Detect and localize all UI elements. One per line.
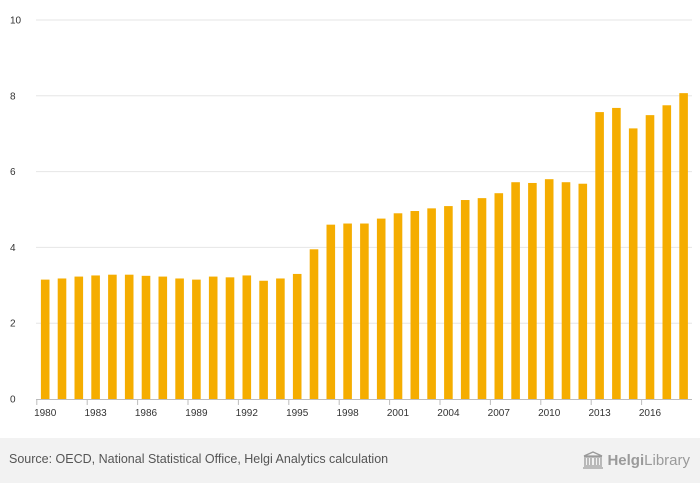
x-tick-label: 2001 bbox=[387, 408, 410, 419]
bar-2004 bbox=[444, 206, 453, 399]
bar-2012 bbox=[578, 183, 588, 399]
bar-1986 bbox=[141, 275, 151, 399]
bar-1985 bbox=[124, 274, 134, 399]
bar-2017 bbox=[662, 105, 672, 400]
bar-1982 bbox=[74, 276, 84, 399]
bar-1981 bbox=[57, 278, 67, 399]
x-tick-label: 1995 bbox=[286, 408, 309, 419]
x-tick-label: 1980 bbox=[34, 408, 57, 419]
bar-2002 bbox=[410, 211, 420, 399]
y-axis-tick-labels: 0 2 4 6 8 10 bbox=[10, 16, 22, 406]
x-tick-label: 1992 bbox=[236, 408, 259, 419]
x-tick-label: 1986 bbox=[135, 408, 158, 419]
bar-1984 bbox=[108, 274, 117, 399]
bar-2010 bbox=[544, 179, 554, 399]
bar-2015 bbox=[628, 128, 638, 400]
bar-1992 bbox=[242, 275, 252, 399]
bar-2008 bbox=[511, 182, 520, 399]
x-tick-label: 1989 bbox=[185, 408, 208, 419]
x-tick-label: 2007 bbox=[488, 408, 511, 419]
y-tick-label: 6 bbox=[10, 167, 16, 178]
x-tick-label: 1983 bbox=[84, 408, 107, 419]
bar-2011 bbox=[561, 182, 571, 399]
bar-1995 bbox=[292, 273, 302, 399]
bar-1991 bbox=[225, 277, 235, 399]
bar-2014 bbox=[612, 107, 621, 399]
bar-1996 bbox=[309, 249, 319, 399]
bar-2003 bbox=[427, 208, 436, 399]
y-tick-label: 4 bbox=[10, 243, 16, 254]
x-tick-label: 1998 bbox=[336, 408, 359, 419]
source-note: Source: OECD, National Statistical Offic… bbox=[9, 452, 389, 466]
brand-suffix: Library bbox=[644, 451, 690, 469]
bar-1999 bbox=[360, 223, 369, 399]
library-building-icon bbox=[583, 451, 604, 469]
x-tick-label: 2013 bbox=[588, 408, 611, 419]
x-tick-label: 2016 bbox=[639, 408, 662, 419]
bar-1988 bbox=[175, 278, 184, 399]
bar-1983 bbox=[91, 275, 100, 399]
bars bbox=[40, 93, 688, 400]
y-tick-label: 10 bbox=[10, 16, 22, 27]
bar-2001 bbox=[393, 213, 403, 399]
bar-chart: 0 2 4 6 8 10 1980 1983 1986 1989 1992 1995 1998 2001… bbox=[10, 16, 692, 419]
x-axis-tick-labels: 1980 1983 1986 1989 1992 1995 1998 2001 2004 2007… bbox=[34, 408, 661, 419]
bar-1993 bbox=[259, 280, 268, 399]
bar-2016 bbox=[645, 115, 655, 399]
bar-1998 bbox=[343, 223, 352, 399]
bar-1980 bbox=[40, 279, 50, 399]
bar-2005 bbox=[460, 200, 470, 399]
helgi-library-logo[interactable]: Helgi Library bbox=[582, 448, 690, 472]
bar-2018 bbox=[679, 93, 688, 399]
bar-2007 bbox=[494, 193, 504, 399]
y-tick-label: 0 bbox=[10, 395, 16, 406]
footer: Source: OECD, National Statistical Offic… bbox=[0, 438, 700, 483]
bar-2000 bbox=[376, 218, 386, 399]
brand-name: Helgi bbox=[607, 451, 645, 469]
bar-2013 bbox=[595, 112, 604, 400]
bar-1997 bbox=[326, 224, 336, 399]
y-tick-label: 2 bbox=[10, 319, 16, 330]
x-tick-label: 2010 bbox=[538, 408, 561, 419]
y-tick-label: 8 bbox=[10, 91, 16, 102]
bar-1990 bbox=[208, 276, 218, 399]
bar-1994 bbox=[276, 278, 285, 399]
bar-2009 bbox=[528, 182, 537, 399]
bar-1989 bbox=[192, 279, 201, 399]
bar-1987 bbox=[158, 276, 168, 399]
x-tick-label: 2004 bbox=[437, 408, 460, 419]
bar-2006 bbox=[477, 198, 487, 399]
x-axis-ticks bbox=[36, 399, 643, 405]
